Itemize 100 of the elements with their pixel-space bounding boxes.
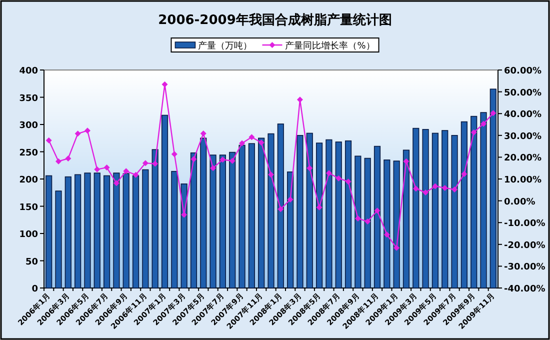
bar <box>364 158 371 288</box>
y2-tick-label: -10.00% <box>504 219 546 230</box>
chart-title: 2006-2009年我国合成树脂产量统计图 <box>158 12 392 28</box>
bar <box>412 128 420 288</box>
y-tick-label: 0 <box>32 284 38 294</box>
point <box>412 186 419 192</box>
point <box>403 158 410 164</box>
bar <box>393 160 400 288</box>
bar <box>402 150 410 288</box>
bar <box>200 138 207 288</box>
y2-tick-label: 60.00% <box>504 66 542 76</box>
point <box>248 134 255 140</box>
y-tick-label: 50 <box>25 257 38 268</box>
point <box>432 183 438 190</box>
bar <box>306 132 313 288</box>
y2-tick-label: 50.00% <box>504 88 542 98</box>
bar <box>229 152 236 288</box>
point <box>104 164 110 170</box>
bar <box>460 121 468 288</box>
bar <box>84 172 91 288</box>
point <box>239 140 246 146</box>
bar <box>316 142 323 288</box>
point <box>278 206 284 212</box>
bar <box>103 175 110 288</box>
bar <box>277 124 284 288</box>
bar <box>142 169 149 288</box>
bar <box>64 176 72 288</box>
bar <box>171 170 178 288</box>
bar <box>219 154 226 288</box>
point <box>374 208 380 214</box>
point <box>336 175 342 182</box>
point <box>452 186 458 192</box>
y-tick-label: 300 <box>19 121 38 131</box>
point <box>220 156 226 163</box>
bar <box>268 133 274 288</box>
bar <box>432 132 439 288</box>
bar <box>374 146 381 288</box>
bar <box>132 175 140 288</box>
point <box>132 172 139 178</box>
y2-tick-label: -30.00% <box>504 262 546 273</box>
point <box>55 158 62 164</box>
y2-tick-label: 10.00% <box>504 176 542 186</box>
bar <box>161 114 168 288</box>
point <box>354 215 361 222</box>
point <box>123 168 130 174</box>
bar <box>326 139 332 288</box>
bar <box>46 175 52 288</box>
point <box>171 151 178 158</box>
bar <box>248 143 255 288</box>
bar <box>442 130 448 288</box>
point <box>268 172 274 178</box>
point <box>229 158 236 164</box>
bar <box>344 140 352 288</box>
bar <box>451 135 458 288</box>
y2-tick-label: 20.00% <box>504 154 542 164</box>
bar <box>335 142 342 288</box>
legend-label: 产量（万吨） <box>198 40 252 52</box>
y2-tick-label: 30.00% <box>504 132 542 142</box>
y2-tick-label: -40.00% <box>504 284 546 294</box>
point <box>200 130 206 136</box>
bar <box>210 154 216 288</box>
point <box>46 137 52 144</box>
y-tick-label: 150 <box>19 202 38 213</box>
bar <box>180 184 188 288</box>
point <box>287 196 294 202</box>
bar <box>480 112 487 288</box>
point <box>113 180 120 186</box>
bar <box>470 116 478 288</box>
point <box>384 232 390 238</box>
point <box>190 156 197 162</box>
point <box>258 140 264 146</box>
y2-tick-label: 40.00% <box>504 110 542 120</box>
point <box>316 204 322 210</box>
bar <box>94 172 100 288</box>
point <box>422 190 429 196</box>
bar <box>287 172 294 288</box>
bar <box>113 172 120 288</box>
y-tick-label: 250 <box>19 148 38 158</box>
y-tick-label: 350 <box>19 94 38 104</box>
point <box>74 130 81 137</box>
point <box>461 170 468 177</box>
bar <box>152 149 158 288</box>
bar <box>296 135 304 288</box>
legend-label: 产量同比增长率（%） <box>285 40 375 52</box>
bar <box>258 138 265 288</box>
point <box>490 110 496 116</box>
bar <box>74 174 82 288</box>
y2-tick-label: -20.00% <box>504 240 546 251</box>
y-tick-label: 100 <box>19 230 38 240</box>
y-tick-label: 200 <box>19 176 38 186</box>
point <box>142 160 148 166</box>
bar <box>55 190 62 288</box>
bar <box>490 88 496 288</box>
bar <box>384 160 390 288</box>
point <box>364 218 371 225</box>
point <box>326 170 332 176</box>
point <box>65 156 72 162</box>
point <box>152 160 158 167</box>
bar <box>422 129 429 288</box>
bar <box>238 144 246 288</box>
